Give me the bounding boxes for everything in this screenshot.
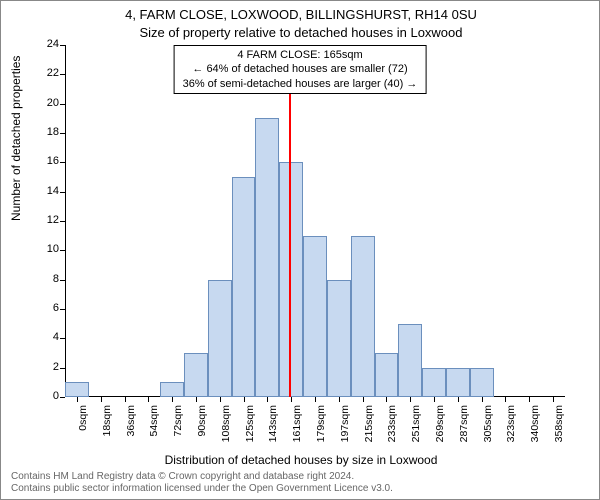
ytick-mark	[60, 45, 65, 46]
bar	[232, 177, 256, 397]
xtick-mark	[363, 397, 364, 402]
ytick-mark	[60, 162, 65, 163]
xtick-label: 269sqm	[434, 405, 446, 455]
chart-container: 4, FARM CLOSE, LOXWOOD, BILLINGSHURST, R…	[0, 0, 600, 500]
ytick-mark	[60, 104, 65, 105]
xtick-mark	[529, 397, 530, 402]
xtick-label: 143sqm	[267, 405, 279, 455]
xtick-label: 18sqm	[101, 405, 113, 455]
xtick-mark	[77, 397, 78, 402]
ytick-label: 14	[29, 185, 59, 197]
xtick-mark	[148, 397, 149, 402]
bar	[208, 280, 232, 397]
xtick-label: 72sqm	[172, 405, 184, 455]
x-axis-label: Distribution of detached houses by size …	[1, 453, 600, 467]
ytick-label: 4	[29, 331, 59, 343]
xtick-mark	[339, 397, 340, 402]
y-axis-label: Number of detached properties	[9, 56, 23, 221]
ytick-mark	[60, 74, 65, 75]
chart-title-address: 4, FARM CLOSE, LOXWOOD, BILLINGSHURST, R…	[1, 7, 600, 22]
xtick-mark	[458, 397, 459, 402]
bar	[351, 236, 375, 397]
xtick-label: 108sqm	[220, 405, 232, 455]
xtick-mark	[101, 397, 102, 402]
ytick-label: 12	[29, 214, 59, 226]
ytick-label: 22	[29, 67, 59, 79]
xtick-mark	[315, 397, 316, 402]
callout-line3: 36% of semi-detached houses are larger (…	[183, 77, 418, 91]
callout-line2: ← 64% of detached houses are smaller (72…	[183, 62, 418, 76]
xtick-mark	[172, 397, 173, 402]
xtick-label: 358sqm	[553, 405, 565, 455]
ytick-label: 6	[29, 302, 59, 314]
plot-area: 0246810121416182022240sqm18sqm36sqm54sqm…	[65, 45, 565, 397]
bar	[255, 118, 279, 397]
xtick-label: 0sqm	[77, 405, 89, 455]
ytick-mark	[60, 250, 65, 251]
ytick-mark	[60, 192, 65, 193]
credit-line2: Contains public sector information licen…	[11, 483, 393, 494]
ytick-label: 0	[29, 390, 59, 402]
xtick-label: 90sqm	[196, 405, 208, 455]
xtick-label: 54sqm	[148, 405, 160, 455]
ytick-mark	[60, 221, 65, 222]
xtick-mark	[434, 397, 435, 402]
xtick-mark	[482, 397, 483, 402]
xtick-mark	[267, 397, 268, 402]
xtick-label: 287sqm	[458, 405, 470, 455]
xtick-mark	[125, 397, 126, 402]
ytick-mark	[60, 280, 65, 281]
ytick-label: 8	[29, 273, 59, 285]
bar	[65, 382, 89, 397]
xtick-mark	[291, 397, 292, 402]
bar	[398, 324, 422, 397]
xtick-label: 197sqm	[339, 405, 351, 455]
bar	[422, 368, 446, 397]
xtick-label: 305sqm	[482, 405, 494, 455]
xtick-label: 340sqm	[529, 405, 541, 455]
xtick-label: 323sqm	[505, 405, 517, 455]
bar	[160, 382, 184, 397]
ytick-label: 2	[29, 361, 59, 373]
credit-text: Contains HM Land Registry data © Crown c…	[11, 471, 393, 495]
marker-line	[289, 45, 291, 397]
ytick-label: 24	[29, 38, 59, 50]
ytick-mark	[60, 133, 65, 134]
xtick-mark	[220, 397, 221, 402]
xtick-label: 161sqm	[291, 405, 303, 455]
xtick-mark	[386, 397, 387, 402]
y-axis-line	[65, 45, 66, 397]
bar	[279, 162, 303, 397]
xtick-mark	[505, 397, 506, 402]
xtick-label: 179sqm	[315, 405, 327, 455]
ytick-mark	[60, 309, 65, 310]
ytick-label: 16	[29, 155, 59, 167]
bar	[303, 236, 327, 397]
ytick-label: 18	[29, 126, 59, 138]
xtick-mark	[196, 397, 197, 402]
callout-line1: 4 FARM CLOSE: 165sqm	[183, 48, 418, 62]
bar	[375, 353, 399, 397]
xtick-label: 215sqm	[363, 405, 375, 455]
xtick-label: 251sqm	[410, 405, 422, 455]
xtick-label: 125sqm	[244, 405, 256, 455]
ytick-label: 20	[29, 97, 59, 109]
xtick-mark	[553, 397, 554, 402]
xtick-mark	[410, 397, 411, 402]
credit-line1: Contains HM Land Registry data © Crown c…	[11, 471, 354, 482]
callout-box: 4 FARM CLOSE: 165sqm ← 64% of detached h…	[174, 45, 427, 94]
bar	[446, 368, 470, 397]
xtick-label: 36sqm	[125, 405, 137, 455]
bar	[327, 280, 351, 397]
ytick-mark	[60, 338, 65, 339]
ytick-label: 10	[29, 243, 59, 255]
xtick-mark	[244, 397, 245, 402]
ytick-mark	[60, 397, 65, 398]
xtick-label: 233sqm	[386, 405, 398, 455]
bar	[184, 353, 208, 397]
chart-title-desc: Size of property relative to detached ho…	[1, 25, 600, 40]
ytick-mark	[60, 368, 65, 369]
bar	[470, 368, 494, 397]
